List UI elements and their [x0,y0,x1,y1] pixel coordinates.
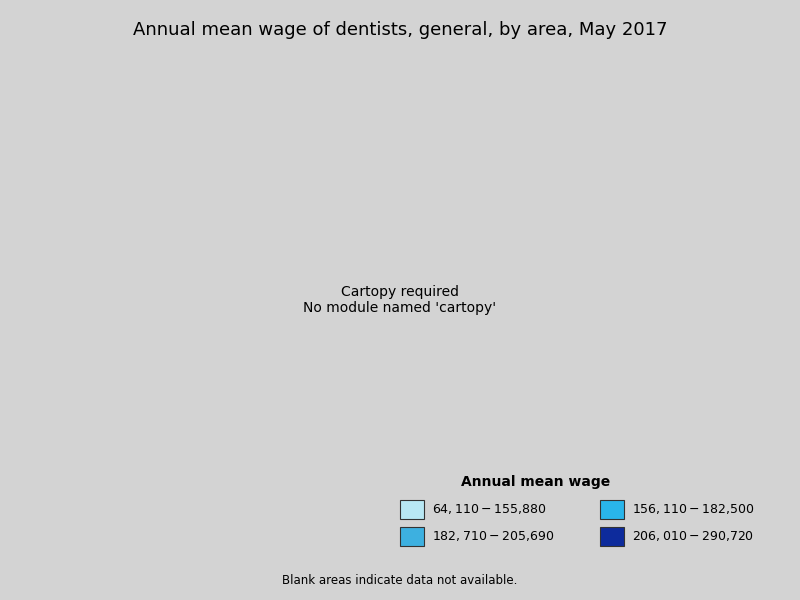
Text: $156,110 - $182,500: $156,110 - $182,500 [632,502,754,517]
Text: $206,010 - $290,720: $206,010 - $290,720 [632,529,754,544]
Text: Annual mean wage of dentists, general, by area, May 2017: Annual mean wage of dentists, general, b… [133,21,667,39]
Text: Blank areas indicate data not available.: Blank areas indicate data not available. [282,574,518,587]
Text: $182,710 - $205,690: $182,710 - $205,690 [432,529,554,544]
Text: $64,110 - $155,880: $64,110 - $155,880 [432,502,546,517]
Text: Annual mean wage: Annual mean wage [462,475,610,489]
Text: Cartopy required
No module named 'cartopy': Cartopy required No module named 'cartop… [303,285,497,315]
